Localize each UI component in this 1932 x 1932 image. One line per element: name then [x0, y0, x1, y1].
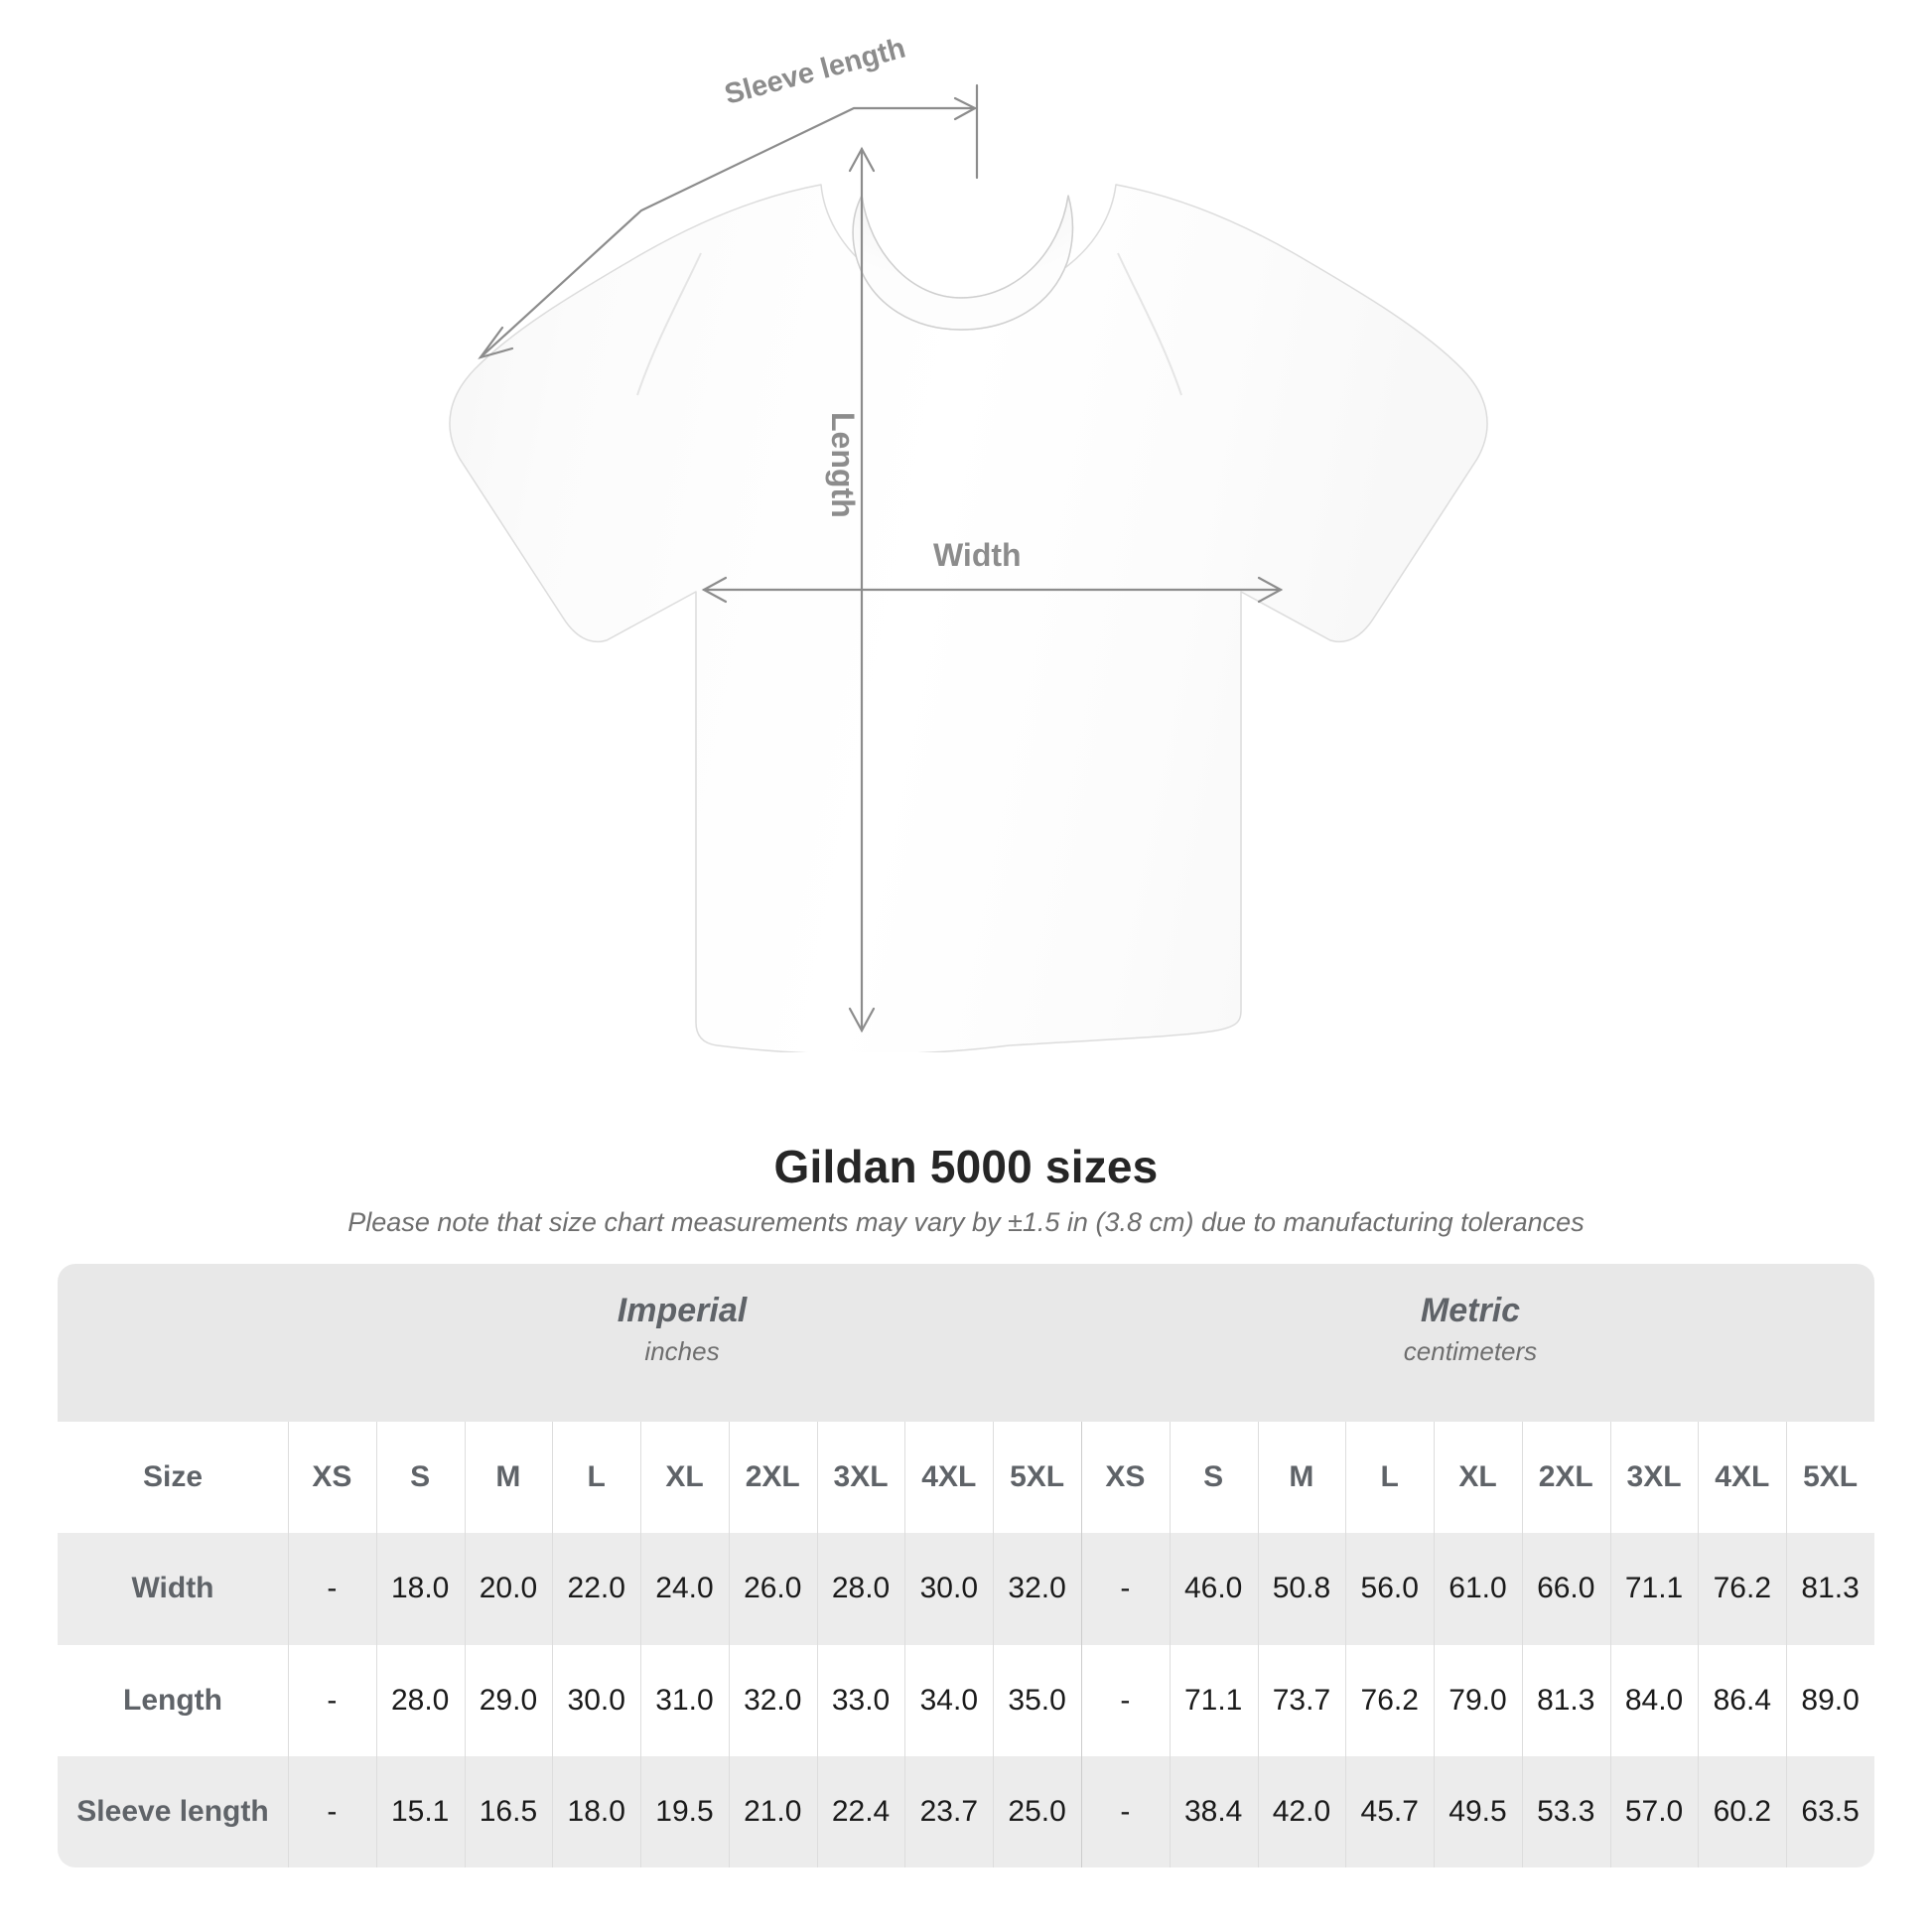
svg-text:Sleeve length: Sleeve length: [722, 32, 909, 110]
svg-text:Width: Width: [933, 537, 1022, 573]
svg-text:Length: Length: [825, 412, 861, 518]
